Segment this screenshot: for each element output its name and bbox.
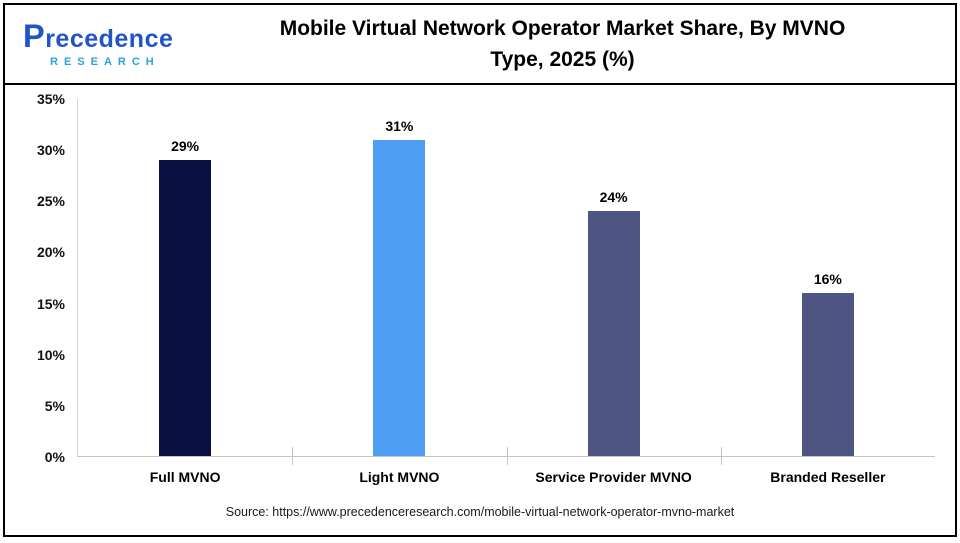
y-axis-tick-label: 20%	[36, 244, 65, 261]
x-axis-label-branded-reseller: Branded Reseller	[770, 469, 886, 485]
x-axis-separator-tick	[292, 447, 294, 465]
bar-value-label-service-provider-mvno: 24%	[599, 189, 628, 206]
x-axis-label-full-mvno: Full MVNO	[149, 469, 221, 485]
header: Precedence RESEARCH Mobile Virtual Netwo…	[5, 5, 955, 85]
bar-value-label-full-mvno: 29%	[171, 138, 200, 155]
bar-slot-light-mvno: 31%	[292, 99, 506, 456]
chart-title: Mobile Virtual Network Operator Market S…	[210, 13, 955, 76]
chart-area: 0% 5% 10% 15% 20% 25% 30% 35% 29% 31% 24% 16% Full…	[5, 85, 955, 497]
bar-branded-reseller	[801, 292, 854, 456]
bar-value-label-light-mvno: 31%	[385, 117, 414, 134]
source-text: Source: https://www.precedenceresearch.c…	[225, 505, 735, 519]
chart-frame: Precedence RESEARCH Mobile Virtual Netwo…	[3, 3, 957, 537]
plot-area: 29% 31% 24% 16%	[77, 99, 935, 465]
y-axis-tick-label: 30%	[36, 142, 65, 159]
x-axis-separator-tick	[506, 447, 508, 465]
bar-service-provider-mvno	[587, 211, 640, 456]
y-axis-tick-label: 15%	[36, 295, 65, 312]
bar-slots: 29% 31% 24% 16%	[78, 99, 935, 456]
chart-title-line1: Mobile Virtual Network Operator Market S…	[279, 16, 846, 40]
y-axis-tick-label: 10%	[36, 346, 65, 363]
x-axis-labels: Full MVNO Light MVNO Service Provider MVNO…	[78, 457, 935, 497]
bar-slot-full-mvno: 29%	[78, 99, 292, 456]
chart-title-line2: Type, 2025 (%)	[490, 48, 635, 71]
logo-subtitle: RESEARCH	[50, 55, 160, 68]
y-axis-tick-label: 0%	[44, 449, 65, 465]
x-axis-label-service-provider-mvno: Service Provider MVNO	[535, 469, 692, 485]
bar-slot-service-provider-mvno: 24%	[507, 99, 721, 456]
y-axis-tick-label: 35%	[36, 91, 65, 107]
precedence-research-logo: Precedence RESEARCH	[5, 20, 210, 68]
y-axis-tick-label: 25%	[36, 193, 65, 210]
bar-value-label-branded-reseller: 16%	[813, 270, 842, 287]
bar-full-mvno	[159, 160, 212, 456]
y-axis-tick-label: 5%	[44, 397, 65, 414]
plot-row: 0% 5% 10% 15% 20% 25% 30% 35% 29% 31% 24% 16%	[15, 91, 935, 465]
bar-light-mvno	[373, 139, 426, 456]
y-axis: 0% 5% 10% 15% 20% 25% 30% 35%	[15, 91, 77, 465]
logo-wordmark: Precedence	[23, 18, 174, 55]
x-axis-label-light-mvno: Light MVNO	[359, 469, 440, 485]
x-axis-separator-tick	[720, 447, 722, 465]
bar-slot-branded-reseller: 16%	[721, 99, 935, 456]
